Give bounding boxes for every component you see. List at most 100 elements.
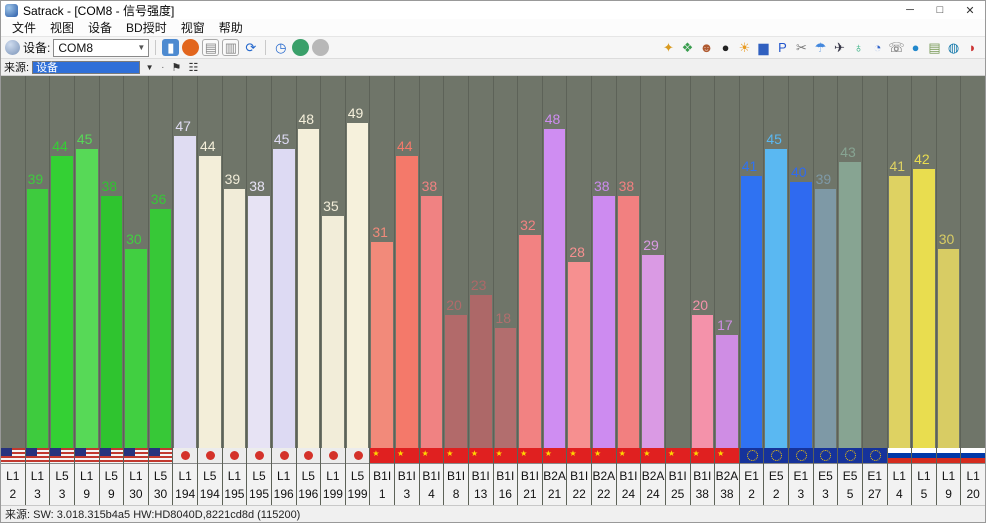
jp-flag-icon: [173, 448, 197, 463]
satellite-label: B1I 22: [567, 463, 591, 505]
signal-name: L5: [104, 469, 118, 483]
signal-name: E5: [768, 469, 784, 483]
maximize-button[interactable]: □: [936, 4, 944, 16]
signal-bar: [174, 135, 196, 448]
satellite-column: 39 E5 3: [813, 76, 839, 505]
clock-icon[interactable]: ◷: [275, 40, 287, 55]
menu-file[interactable]: 文件: [12, 21, 37, 35]
satellite-label: L1 194: [173, 463, 197, 505]
port-knob-icon[interactable]: [5, 40, 20, 55]
menu-bd-timing[interactable]: BD授时: [126, 21, 167, 35]
cn-flag-icon: [370, 448, 394, 463]
signal-name: B1I: [619, 469, 638, 483]
bar-area: 38: [100, 76, 124, 448]
record-icon[interactable]: [182, 39, 200, 56]
main-toolbar: 设备: COM8 ▼ ▮ ▤ ▥ ⟳ ◷ ✦ ❖ ☻ ● ☀ ▆ P ✂ ☂ ✈ ♁ ◔ ☏ ● ▤ ◍ ◗: [1, 36, 985, 59]
flag-marker-icon[interactable]: ⚑: [171, 61, 182, 74]
signal-chart-icon[interactable]: ▆: [758, 40, 769, 55]
jp-flag-icon: [247, 448, 271, 463]
jp-flag-icon: [296, 448, 321, 463]
blue-ball-icon[interactable]: ●: [911, 40, 920, 55]
menu-window[interactable]: 视窗: [180, 21, 205, 35]
signal-name: L1: [6, 469, 20, 483]
menu-view[interactable]: 视图: [50, 21, 75, 35]
signal-value-label: 18: [495, 310, 512, 327]
signal-value-label: 43: [840, 144, 856, 161]
refresh-icon[interactable]: ⟳: [245, 40, 257, 55]
signal-name: L5: [350, 469, 365, 483]
source-combobox[interactable]: 设备: [32, 60, 141, 74]
signal-value-label: 39: [815, 170, 832, 187]
bar-area: 44: [395, 76, 419, 448]
satellite-column: 38B1I24: [616, 76, 642, 505]
phone-icon[interactable]: ☏: [888, 40, 905, 55]
satellite-label: L5 195: [247, 463, 271, 505]
us-flag-icon: [50, 448, 74, 463]
source-dropdown-button[interactable]: ▼: [145, 62, 154, 72]
world-icon[interactable]: ♁: [853, 40, 864, 55]
signal-value-label: 29: [643, 237, 659, 254]
prn-number: 24: [646, 487, 660, 501]
signal-name: E5: [842, 469, 858, 483]
signal-bar: [839, 162, 861, 448]
bar-area: 17: [715, 76, 739, 448]
bar-area: 41: [740, 76, 764, 448]
layout-icon[interactable]: ☷: [188, 61, 199, 74]
menu-device[interactable]: 设备: [88, 21, 113, 35]
satellite-label: B2A 21: [542, 463, 567, 505]
signal-value-label: 38: [101, 177, 118, 194]
ru-flag-icon: [912, 448, 936, 463]
signal-name: B2A: [543, 469, 566, 483]
cn-flag-icon: [468, 448, 493, 463]
prn-number: 199: [322, 487, 343, 501]
notebook-icon[interactable]: ▤: [928, 40, 941, 55]
dark-globe-icon[interactable]: ●: [721, 40, 730, 55]
signal-value-label: 45: [76, 131, 93, 148]
prn-number: 27: [868, 487, 882, 501]
bar-area: 38: [617, 76, 641, 448]
toolbar-separator: [265, 40, 267, 55]
user-icon[interactable]: ☻: [699, 40, 714, 55]
prn-number: 3: [822, 487, 829, 501]
globe-icon[interactable]: [292, 39, 310, 56]
bar-area: 28: [567, 76, 591, 448]
toolbar-right-icons: ✦ ❖ ☻ ● ☀ ▆ P ✂ ☂ ✈ ♁ ◔ ☏ ● ▤ ◍ ◗: [660, 39, 981, 56]
prn-number: 30: [129, 487, 143, 501]
signal-value-label: 45: [766, 131, 782, 148]
bar-area: 39: [26, 76, 50, 448]
source-bar: 来源: 设备 ▼ · ⚑ ☷: [1, 59, 985, 76]
status-text: 来源: SW: 3.018.315b4a5 HW:HD8040D,8221cd8…: [5, 509, 301, 521]
satellite-column: 48 L5 196: [296, 76, 322, 505]
compass-icon[interactable]: ✦: [663, 40, 674, 55]
satellite-column: 39 L1 195: [222, 76, 248, 505]
prn-number: 196: [298, 487, 319, 501]
satellite-label: B1I 3: [395, 463, 419, 505]
globe2-icon[interactable]: ◍: [947, 40, 960, 55]
minimize-button[interactable]: ─: [906, 4, 914, 16]
plane-icon[interactable]: ✈: [834, 40, 845, 55]
clock-small-icon[interactable]: ◔: [873, 40, 882, 55]
umbrella-icon[interactable]: ☂: [814, 40, 827, 55]
bar-area: 31: [370, 76, 394, 448]
sun-gear-icon[interactable]: ☀: [738, 40, 751, 55]
signal-name: L5: [55, 469, 69, 483]
close-button[interactable]: ✕: [965, 4, 975, 17]
copy-file-icon[interactable]: ▥: [222, 39, 240, 56]
alert-icon[interactable]: ◗: [968, 40, 977, 55]
window-title: Satrack - [COM8 - 信号强度]: [23, 3, 175, 18]
prn-number: 16: [498, 487, 512, 501]
device-combobox[interactable]: COM8 ▼: [53, 38, 150, 57]
signal-name: B1I: [496, 469, 515, 483]
map-icon[interactable]: ❖: [681, 40, 694, 55]
log-file-icon[interactable]: ▤: [202, 39, 220, 56]
signal-value-label: 48: [544, 111, 561, 128]
bar-area: 36: [149, 76, 173, 448]
satellite-label: E1 3: [789, 463, 813, 505]
globe-disabled-icon[interactable]: [312, 39, 330, 56]
tools-icon[interactable]: ✂: [796, 40, 807, 55]
menu-help[interactable]: 帮助: [218, 21, 243, 35]
connect-icon[interactable]: ▮: [162, 39, 180, 56]
satellite-column: 45 E5 2: [764, 76, 789, 505]
cn-flag-icon: [444, 448, 468, 463]
parking-icon[interactable]: P: [778, 40, 787, 55]
